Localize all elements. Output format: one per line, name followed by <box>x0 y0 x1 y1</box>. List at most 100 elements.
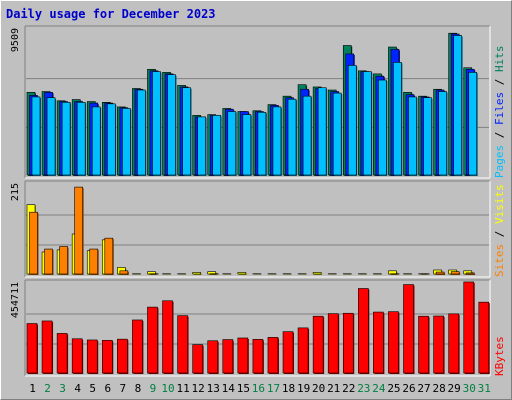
bar-sites-day-2 <box>44 248 53 275</box>
bar-sites-day-7 <box>119 270 129 275</box>
bar-kbytes-day-6 <box>102 340 113 374</box>
bar-kbytes-day-27 <box>418 315 429 374</box>
bar-pages-day-16 <box>257 111 267 176</box>
bar-kbytes-day-20 <box>312 315 324 374</box>
bar-pages-day-26 <box>408 96 417 176</box>
x-tick-label: 4 <box>74 382 81 395</box>
bar-pages-day-24 <box>378 79 387 176</box>
x-tick-label: 28 <box>432 382 445 395</box>
bar-pages-day-18 <box>287 98 297 176</box>
x-tick-label: 20 <box>312 382 325 395</box>
x-tick-label: 27 <box>417 382 430 395</box>
bar-kbytes-day-9 <box>147 306 158 374</box>
bar-kbytes-day-4 <box>71 338 83 374</box>
x-tick-label: 22 <box>342 382 355 395</box>
bar-pages-day-21 <box>332 92 342 176</box>
legend-separator: / <box>493 224 506 244</box>
bar-pages-day-13 <box>212 115 222 176</box>
bar-pages-day-14 <box>227 111 237 176</box>
bar-pages-day-17 <box>272 106 282 176</box>
bar-pages-day-23 <box>363 71 372 176</box>
bar-kbytes-day-14 <box>222 339 234 374</box>
bar-pages-day-29 <box>453 35 462 176</box>
bar-kbytes-day-8 <box>132 319 143 374</box>
bar-pages-day-30 <box>468 72 478 176</box>
bar-pages-day-3 <box>61 102 71 176</box>
x-tick-label: 10 <box>161 382 174 395</box>
legend-visitors: Sites / Visits <box>493 184 506 277</box>
bar-kbytes-day-5 <box>86 339 98 374</box>
bar-kbytes-day-30 <box>463 281 475 374</box>
bar-pages-day-7 <box>122 108 131 176</box>
bar-sites-day-1 <box>29 211 38 275</box>
y-max-label: 9509 <box>10 28 21 52</box>
bar-pages-day-27 <box>423 97 432 176</box>
bar-kbytes-day-18 <box>282 331 294 374</box>
bar-shadow <box>467 273 476 275</box>
bar-pages-day-8 <box>137 89 146 176</box>
bar-kbytes-day-1 <box>26 323 38 374</box>
x-tick-label: 14 <box>222 382 236 395</box>
bar-pages-day-9 <box>152 71 161 176</box>
x-tick-label: 18 <box>282 382 295 395</box>
bar-sites-day-28 <box>435 271 445 275</box>
x-tick-label: 17 <box>267 382 280 395</box>
bar-visits-day-15 <box>237 272 247 275</box>
bar-kbytes-day-22 <box>342 312 354 374</box>
legend-item-files: Files <box>493 92 506 125</box>
bar-kbytes-day-25 <box>388 311 399 374</box>
x-tick-label: 8 <box>135 382 142 395</box>
x-tick-label: 29 <box>448 382 461 395</box>
bar-pages-day-25 <box>393 62 402 176</box>
bar-kbytes-day-13 <box>207 340 219 374</box>
bar-kbytes-day-28 <box>433 315 444 374</box>
x-tick-label: 11 <box>176 382 189 395</box>
x-tick-label: 19 <box>297 382 310 395</box>
bar-kbytes-day-15 <box>237 337 249 374</box>
bar-sites-day-29 <box>450 271 460 275</box>
x-tick-label: 6 <box>104 382 111 395</box>
bar-visits-day-20 <box>312 272 322 275</box>
bar-pages-day-1 <box>31 96 41 176</box>
bar-sites-day-6 <box>104 237 114 275</box>
bar-kbytes-day-23 <box>358 288 369 374</box>
bar-sites-day-3 <box>59 246 68 275</box>
bar-kbytes-day-11 <box>177 315 188 374</box>
bar-sites-day-30 <box>465 272 475 275</box>
bar-kbytes-day-17 <box>267 337 279 374</box>
bar-sites-day-5 <box>89 248 99 275</box>
legend-requests: Pages / Files / Hits <box>493 46 506 179</box>
x-tick-label: 5 <box>89 382 96 395</box>
bar-kbytes-day-16 <box>252 339 264 374</box>
x-tick-label: 15 <box>237 382 250 395</box>
bar-visits-day-12 <box>192 272 201 275</box>
legend-separator: / <box>493 72 506 92</box>
bar-kbytes-day-3 <box>56 333 68 374</box>
x-tick-label: 26 <box>402 382 415 395</box>
bar-pages-day-10 <box>167 74 176 176</box>
legend-item-sites: Sites <box>493 244 506 277</box>
bar-pages-day-20 <box>317 87 327 176</box>
legend-item-visits: Visits <box>493 184 506 224</box>
x-tick-label: 1 <box>29 382 36 395</box>
bar-pages-day-6 <box>107 103 116 176</box>
x-tick-label: 12 <box>192 382 205 395</box>
bar-kbytes-day-7 <box>117 338 128 374</box>
bar-pages-day-4 <box>76 102 86 176</box>
x-tick-label: 21 <box>327 382 340 395</box>
x-tick-label: 24 <box>372 382 386 395</box>
legend-item-pages: Pages <box>493 145 506 178</box>
bar-pages-day-28 <box>438 91 447 176</box>
bar-pages-day-5 <box>91 106 101 176</box>
x-tick-label: 9 <box>150 382 157 395</box>
legend-separator: / <box>493 125 506 145</box>
bar-kbytes-day-19 <box>297 327 309 374</box>
x-tick-label: 23 <box>357 382 370 395</box>
bar-pages-day-2 <box>46 97 56 176</box>
x-tick-label: 30 <box>463 382 476 395</box>
bar-pages-day-11 <box>182 87 191 176</box>
bar-kbytes-day-26 <box>403 284 414 374</box>
y-max-label: 454711 <box>10 282 21 318</box>
x-tick-label: 25 <box>387 382 400 395</box>
bar-pages-day-22 <box>347 65 357 176</box>
